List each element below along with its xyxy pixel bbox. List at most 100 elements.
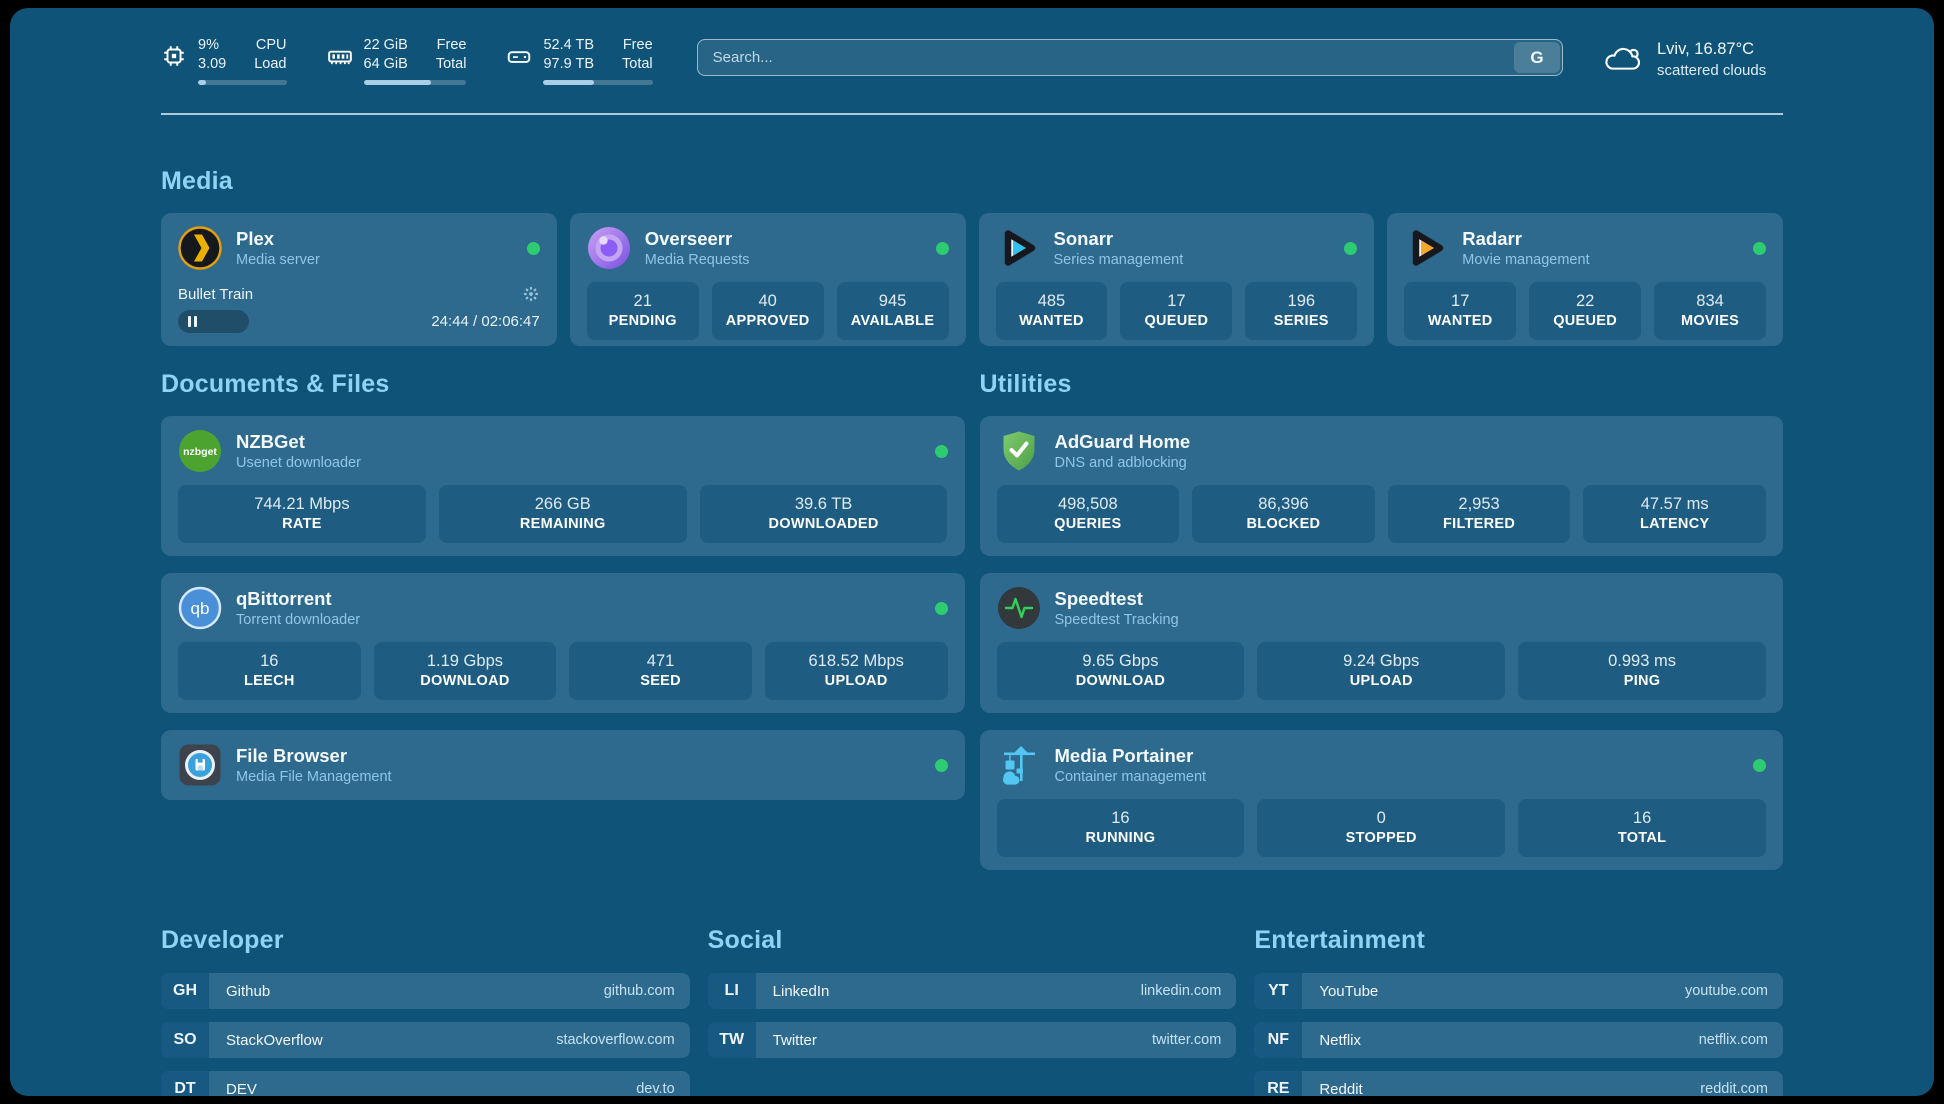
service-card-adguard[interactable]: AdGuard Home DNS and adblocking 498,508 … <box>979 416 1783 556</box>
overseerr-icon <box>587 226 631 270</box>
service-subtitle: Torrent downloader <box>236 611 361 628</box>
service-card-nzbget[interactable]: nzbget NZBGet Usenet downloader 744.21 M… <box>161 416 965 556</box>
stat-pending: 21 PENDING <box>586 282 699 340</box>
cloud-icon <box>1601 42 1643 76</box>
svg-text:nzbget: nzbget <box>183 446 217 458</box>
service-title: qBittorrent <box>236 587 332 609</box>
ram-icon <box>327 43 353 69</box>
ram-free-value: 22 GiB <box>363 37 408 53</box>
bookmark-name: StackOverflow <box>226 1031 323 1049</box>
bookmark-url: reddit.com <box>1700 1081 1768 1096</box>
bookmark-youtube[interactable]: YT YouTube youtube.com <box>1254 973 1783 1009</box>
section-title-utilities: Utilities <box>979 370 1072 398</box>
service-subtitle: Media server <box>236 251 320 268</box>
bookmark-url: stackoverflow.com <box>556 1032 675 1048</box>
bookmark-stackoverflow[interactable]: SO StackOverflow stackoverflow.com <box>161 1022 690 1058</box>
section-title-social: Social <box>707 926 783 954</box>
bookmark-netflix[interactable]: NF Netflix netflix.com <box>1254 1022 1783 1058</box>
stat-queries: 498,508 QUERIES <box>996 485 1180 543</box>
stat-downloaded: 39.6 TB DOWNLOADED <box>699 485 948 543</box>
portainer-icon <box>997 743 1041 787</box>
bookmark-abbr: GH <box>161 973 209 1009</box>
speedtest-icon <box>997 586 1041 630</box>
header-divider <box>161 113 1783 115</box>
qbittorrent-icon: qb <box>178 586 222 630</box>
disk-total-value: 97.9 TB <box>543 56 595 72</box>
playback-progress-bar[interactable]: 24:44 / 02:06:47 <box>178 310 540 333</box>
service-card-radarr[interactable]: Radarr Movie management 17 WANTED 22 QUE… <box>1387 213 1783 346</box>
pause-icon[interactable] <box>188 316 197 327</box>
bookmark-name: Reddit <box>1319 1080 1363 1097</box>
cpu-icon <box>161 43 187 69</box>
bookmark-abbr: NF <box>1254 1022 1303 1058</box>
service-card-qbittorrent[interactable]: qb qBittorrent Torrent downloader 16 LEE… <box>161 573 965 713</box>
filebrowser-icon <box>178 743 222 787</box>
weather-condition: scattered clouds <box>1657 62 1767 79</box>
svg-text:qb: qb <box>191 599 210 618</box>
cpu-label: CPU <box>255 37 287 53</box>
stat-queued: 17 QUEUED <box>1120 282 1233 340</box>
cpu-progress-bar <box>198 80 287 85</box>
service-subtitle: Media Requests <box>644 251 750 268</box>
stat-wanted: 485 WANTED <box>995 282 1108 340</box>
playback-time: 24:44 / 02:06:47 <box>431 313 540 330</box>
bookmark-twitter[interactable]: TW Twitter twitter.com <box>707 1022 1237 1058</box>
ram-stat: 22 GiB 64 GiB Free Total <box>327 36 467 85</box>
ram-free-label: Free <box>436 37 467 53</box>
disk-free-label: Free <box>622 37 653 53</box>
now-playing-title: Bullet Train <box>178 285 254 303</box>
bookmark-dev-to[interactable]: DT DEV dev.to <box>161 1071 690 1096</box>
service-subtitle: Speedtest Tracking <box>1054 611 1179 628</box>
player-settings-gear-icon[interactable] <box>522 285 540 303</box>
bookmark-abbr: TW <box>707 1022 756 1058</box>
service-subtitle: DNS and adblocking <box>1054 454 1187 471</box>
service-subtitle: Movie management <box>1462 251 1590 268</box>
service-title: Sonarr <box>1053 227 1114 249</box>
stat-seed: 471 SEED <box>569 642 752 700</box>
bookmark-name: LinkedIn <box>772 982 830 1000</box>
service-card-sonarr[interactable]: Sonarr Series management 485 WANTED 17 Q… <box>978 213 1375 346</box>
sonarr-icon <box>996 226 1040 270</box>
google-search-button[interactable]: G <box>1514 42 1560 73</box>
nzbget-icon: nzbget <box>178 429 222 473</box>
bookmark-linkedin[interactable]: LI LinkedIn linkedin.com <box>707 973 1237 1009</box>
stat-ping: 0.993 ms PING <box>1518 642 1766 700</box>
radarr-icon <box>1404 226 1448 270</box>
stat-total: 16 TOTAL <box>1518 799 1766 857</box>
search-input[interactable] <box>696 39 1563 76</box>
bookmark-reddit[interactable]: RE Reddit reddit.com <box>1254 1071 1783 1096</box>
stat-remaining: 266 GB REMAINING <box>438 485 687 543</box>
service-title: Media Portainer <box>1054 744 1194 766</box>
bookmark-url: netflix.com <box>1698 1032 1768 1048</box>
status-online-dot <box>526 241 540 255</box>
service-card-plex[interactable]: Plex Media server Bullet Train <box>161 213 557 346</box>
section-title-media: Media <box>161 167 233 195</box>
section-title-documents: Documents & Files <box>161 370 390 398</box>
plex-now-playing: Bullet Train <box>178 281 540 333</box>
weather-location-temp: Lviv, 16.87°C <box>1657 40 1755 58</box>
stat-latency: 47.57 ms LATENCY <box>1583 485 1766 543</box>
service-subtitle: Usenet downloader <box>236 454 361 471</box>
service-card-portainer[interactable]: Media Portainer Container management 16 … <box>979 730 1783 870</box>
bookmark-abbr: RE <box>1254 1071 1303 1096</box>
plex-icon <box>178 226 222 270</box>
service-title: AdGuard Home <box>1054 430 1191 452</box>
bookmark-github[interactable]: GH Github github.com <box>161 973 690 1009</box>
cpu-load-label: Load <box>254 56 287 72</box>
dashboard-panel: 9% 3.09 CPU Load <box>10 8 1934 1096</box>
status-online-dot <box>934 601 948 615</box>
service-subtitle: Media File Management <box>236 768 392 785</box>
stat-filtered: 2,953 FILTERED <box>1387 485 1571 543</box>
stat-blocked: 86,396 BLOCKED <box>1192 485 1375 543</box>
search-bar: G <box>696 39 1563 76</box>
service-subtitle: Container management <box>1054 768 1207 785</box>
weather-widget: Lviv, 16.87°C scattered clouds <box>1601 38 1783 81</box>
playback-progress-fill <box>178 310 249 333</box>
service-card-filebrowser[interactable]: File Browser Media File Management <box>161 730 965 800</box>
service-card-overseerr[interactable]: Overseerr Media Requests 21 PENDING 40 A… <box>569 213 966 346</box>
stat-movies: 834 MOVIES <box>1654 282 1767 340</box>
service-card-speedtest[interactable]: Speedtest Speedtest Tracking 9.65 Gbps D… <box>979 573 1783 713</box>
bookmark-name: YouTube <box>1319 982 1379 1000</box>
section-utilities: Utilities <box>979 370 1783 870</box>
bookmark-url: dev.to <box>636 1081 675 1096</box>
